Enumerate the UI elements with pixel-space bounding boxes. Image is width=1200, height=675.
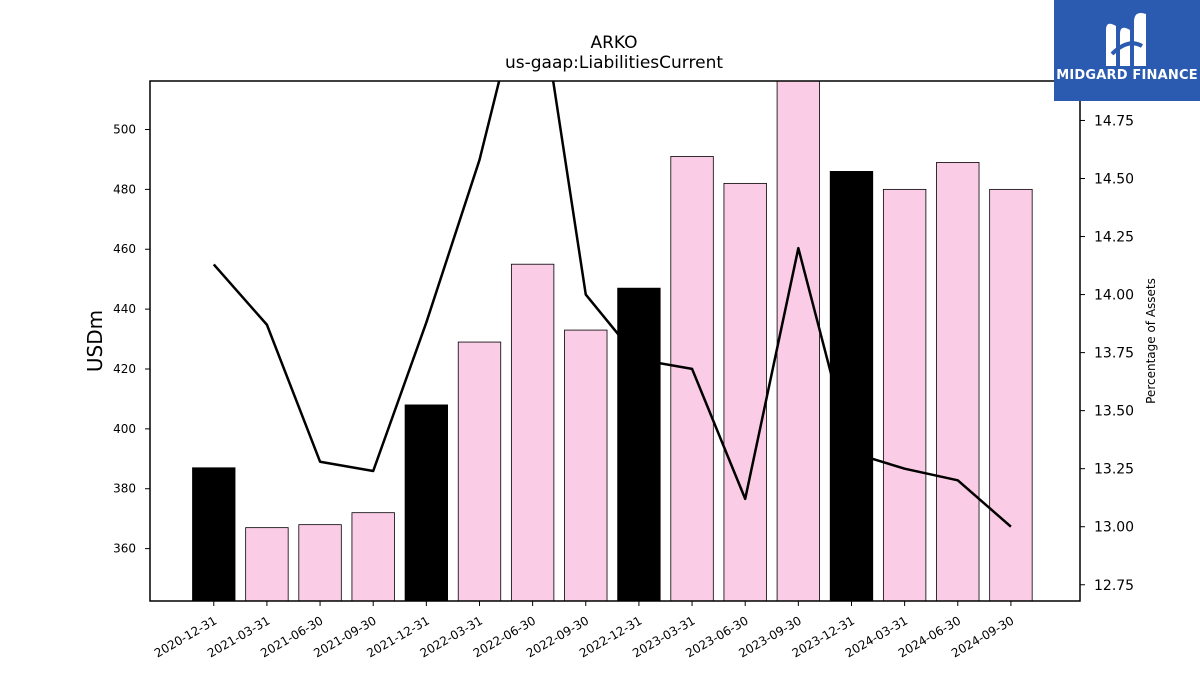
bar-2021-09-30 xyxy=(351,512,395,601)
bar-2021-06-30 xyxy=(298,524,342,601)
bar-2023-03-31 xyxy=(670,156,714,601)
y2-tick-label: 13.75 xyxy=(1094,346,1134,362)
bar-2022-06-30 xyxy=(510,263,555,601)
bar-2023-09-30 xyxy=(776,81,820,601)
bar-2024-06-30 xyxy=(936,162,980,601)
y-axis-right: 12.75 13.00 13.25 13.50 13.75 14.00 14.25 14.50… xyxy=(1080,113,1134,594)
chart-subtitle: us-gaap:LiabilitiesCurrent xyxy=(505,53,723,73)
y2-tick-label: 12.75 xyxy=(1094,578,1134,594)
bar-group xyxy=(192,81,1033,601)
y-tick-label: 460 xyxy=(113,242,136,256)
y-axis-left: 360 380 400 420 440 460 480 500 xyxy=(113,122,150,556)
bar-2022-09-30 xyxy=(564,329,608,601)
midgard-logo-icon xyxy=(1106,13,1146,66)
bar-2020-12-31 xyxy=(192,467,236,601)
bar-2021-03-31 xyxy=(245,527,289,601)
bar-2021-12-31 xyxy=(404,404,449,601)
y2-axis-label: Percentage of Assets xyxy=(1144,278,1158,404)
bar-2022-12-31 xyxy=(617,287,661,601)
y-tick-label: 400 xyxy=(113,422,136,436)
y-tick-label: 480 xyxy=(113,182,136,196)
y2-tick-label: 13.25 xyxy=(1094,462,1134,478)
y2-tick-label: 13.00 xyxy=(1094,520,1134,536)
y-tick-label: 360 xyxy=(113,542,136,556)
percentage-line xyxy=(212,81,1012,528)
y2-tick-label: 14.75 xyxy=(1094,113,1134,129)
y-tick-label: 500 xyxy=(113,122,136,136)
chart-title: ARKO xyxy=(590,33,637,53)
y2-tick-label: 13.50 xyxy=(1094,404,1134,420)
bar-2023-12-31 xyxy=(829,171,874,601)
bar-2024-03-31 xyxy=(882,188,927,601)
y2-tick-label: 14.25 xyxy=(1094,230,1134,246)
plot-frame xyxy=(149,80,1081,602)
bar-2022-03-31 xyxy=(457,341,502,601)
y-axis-label: USDm xyxy=(83,310,107,372)
y2-tick-label: 14.00 xyxy=(1094,288,1134,304)
brand-name: MIDGARD FINANCE xyxy=(1056,68,1198,83)
bar-2023-06-30 xyxy=(723,182,767,601)
y-tick-label: 440 xyxy=(113,302,136,316)
y-tick-label: 380 xyxy=(113,482,136,496)
x-axis: 2020-12-312021-03-312021-06-302021-09-30… xyxy=(152,601,1016,660)
y-tick-label: 420 xyxy=(113,362,136,376)
bar-2024-09-30 xyxy=(989,188,1033,601)
y2-tick-label: 14.50 xyxy=(1094,172,1134,188)
line-layer xyxy=(212,81,1012,528)
